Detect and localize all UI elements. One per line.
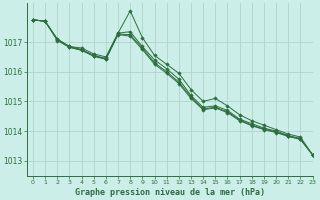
X-axis label: Graphe pression niveau de la mer (hPa): Graphe pression niveau de la mer (hPa) [75, 188, 265, 197]
